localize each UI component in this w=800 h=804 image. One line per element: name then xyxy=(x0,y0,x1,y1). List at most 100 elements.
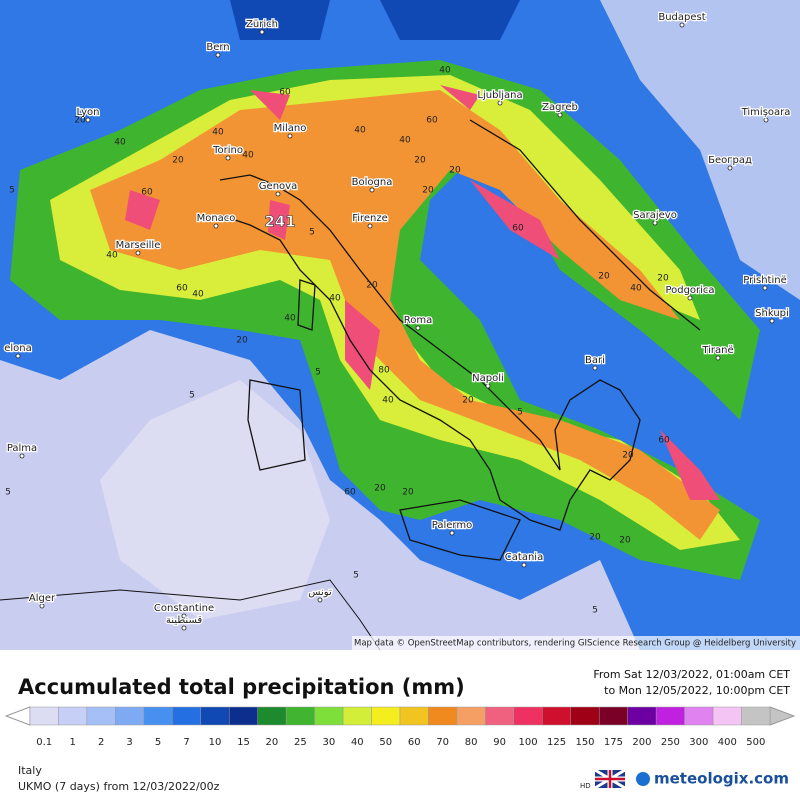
legend-swatch xyxy=(342,706,372,726)
brand[interactable]: meteologix.com xyxy=(654,770,789,788)
contour-label: 40 xyxy=(354,126,366,136)
city-dot xyxy=(369,187,375,193)
contour-label: 20 xyxy=(622,451,634,461)
city-label: Palermo xyxy=(432,520,472,531)
city-dot xyxy=(259,29,265,35)
contour-label: 20 xyxy=(657,274,669,284)
city-label: Lyon xyxy=(76,107,99,118)
legend-swatch xyxy=(598,706,628,726)
legend-tick-label: 150 xyxy=(575,737,594,748)
legend-tick-label: 200 xyxy=(632,737,651,748)
contour-label: 40 xyxy=(399,136,411,146)
legend: 0.1 1 2 3 5 7 10 15 20 25 30 40 50 60 70 80 90 100 125 150 1… xyxy=(4,706,796,748)
city-label: Podgorica xyxy=(665,285,714,296)
contour-label: 20 xyxy=(422,186,434,196)
legend-tick-label: 2 xyxy=(98,737,104,748)
contour-label: 40 xyxy=(106,251,118,261)
contour-label: 40 xyxy=(212,128,224,138)
city-dot xyxy=(213,223,219,229)
legend-swatch xyxy=(570,706,600,726)
contour-label: 40 xyxy=(630,284,642,294)
city-label: Bari xyxy=(585,355,605,366)
city-dot xyxy=(15,353,21,359)
legend-tick-label: 20 xyxy=(266,737,279,748)
contour-label: 20 xyxy=(402,488,414,498)
legend-tick-label: 3 xyxy=(126,737,132,748)
contour-label: 20 xyxy=(449,166,461,176)
legend-swatch xyxy=(58,706,88,726)
city-dot xyxy=(592,365,598,371)
city-dot xyxy=(181,625,187,631)
contour-label: 20 xyxy=(172,156,184,166)
contour-label: 40 xyxy=(284,314,296,324)
legend-tick-label: 40 xyxy=(351,737,364,748)
legend-swatch xyxy=(542,706,572,726)
contour-label: 20 xyxy=(74,116,86,126)
legend-swatch xyxy=(371,706,401,726)
legend-tick-label: 250 xyxy=(661,737,680,748)
city-dot xyxy=(39,603,45,609)
city-dot xyxy=(727,165,733,171)
contour-label: 40 xyxy=(382,396,394,406)
contour-label: 40 xyxy=(114,138,126,148)
contour-label: 60 xyxy=(426,116,438,126)
uk-flag[interactable] xyxy=(594,768,626,790)
legend-tick-label: 7 xyxy=(183,737,189,748)
city-label: Bologna xyxy=(352,177,393,188)
legend-swatch xyxy=(228,706,258,726)
legend-tick-label: 60 xyxy=(408,737,421,748)
region: Italy xyxy=(18,764,42,777)
legend-swatch xyxy=(200,706,230,726)
contour-label: 60 xyxy=(279,88,291,98)
contour-label: 60 xyxy=(141,188,153,198)
legend-tick-label: 70 xyxy=(436,737,449,748)
city-label: Torino xyxy=(212,145,243,156)
legend-swatch xyxy=(428,706,458,726)
city-label: elona xyxy=(4,343,32,354)
city-dot xyxy=(687,295,693,301)
contour-label: 20 xyxy=(236,336,248,346)
legend-tick-label: 300 xyxy=(689,737,708,748)
city-dot xyxy=(367,223,373,229)
city-dot xyxy=(135,250,141,256)
legend-tick-label: 50 xyxy=(379,737,392,748)
legend-tick-label: 15 xyxy=(237,737,250,748)
contour-label: 5 xyxy=(189,391,195,401)
city-label: Shkupi xyxy=(755,308,789,319)
city-label: قسنطينة xyxy=(166,615,203,626)
city-label: Marseille xyxy=(116,240,161,251)
legend-swatch xyxy=(684,706,714,726)
contour-label: 20 xyxy=(414,156,426,166)
city-dot xyxy=(679,22,685,28)
legend-tick-label: 30 xyxy=(322,737,335,748)
city-dot xyxy=(769,318,775,324)
legend-swatch xyxy=(143,706,173,726)
city-label: Constantine xyxy=(154,603,214,614)
legend-swatch xyxy=(627,706,657,726)
legend-tick-label: 400 xyxy=(718,737,737,748)
city-dot xyxy=(763,117,769,123)
legend-tick-label: 0.1 xyxy=(36,737,52,748)
legend-tick-label: 10 xyxy=(209,737,222,748)
city-dot xyxy=(485,383,491,389)
contour-label: 40 xyxy=(329,294,341,304)
city-dot xyxy=(85,117,91,123)
legend-swatch xyxy=(29,706,59,726)
city-label: Budapest xyxy=(658,12,705,23)
contour-label: 5 xyxy=(592,606,598,616)
legend-tick-label: 90 xyxy=(493,737,506,748)
city-dot xyxy=(287,133,293,139)
city-dot xyxy=(715,355,721,361)
city-label: Timișoara xyxy=(741,107,791,118)
city-dot xyxy=(215,52,221,58)
city-dot xyxy=(762,285,768,291)
contour-label: 40 xyxy=(192,290,204,300)
range-from: From Sat 12/03/2022, 01:00am CET xyxy=(593,668,790,681)
legend-tick-label: 80 xyxy=(465,737,478,748)
hd-toggle[interactable]: HD xyxy=(580,782,591,790)
contour-label: 20 xyxy=(589,533,601,543)
legend-swatch xyxy=(285,706,315,726)
city-label: Genova xyxy=(259,181,297,192)
contour-label: 60 xyxy=(344,488,356,498)
legend-arrow-right xyxy=(769,706,796,726)
